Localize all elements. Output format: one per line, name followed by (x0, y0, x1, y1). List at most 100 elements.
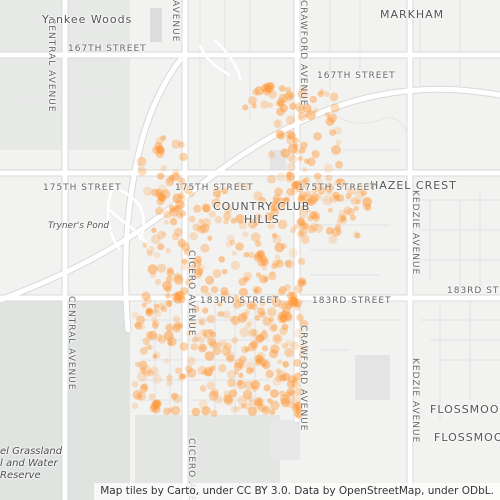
incident-marker (267, 174, 276, 184)
incident-marker (284, 284, 291, 291)
incident-marker (284, 348, 294, 358)
incident-marker (218, 364, 227, 373)
incident-marker (237, 395, 248, 406)
incident-marker (243, 276, 249, 282)
incident-marker (275, 259, 284, 268)
incident-marker (261, 83, 269, 92)
incident-marker (303, 177, 310, 184)
incident-marker (336, 219, 343, 225)
incident-marker (139, 384, 149, 393)
incident-marker (245, 361, 256, 372)
incident-marker (255, 213, 263, 221)
incident-marker (285, 339, 293, 347)
incident-marker (286, 387, 295, 397)
incident-marker (298, 351, 306, 358)
incident-marker (267, 150, 276, 159)
incident-marker (230, 315, 240, 326)
incident-marker (250, 380, 259, 389)
incident-marker (171, 292, 180, 301)
incident-marker (218, 256, 225, 263)
incident-marker (212, 346, 222, 356)
incident-marker (288, 154, 298, 164)
incident-marker (267, 221, 275, 230)
street-label-183rd: 183RD STREET (200, 296, 280, 306)
incident-marker (353, 205, 359, 212)
incident-marker (179, 209, 186, 217)
incident-marker (218, 311, 225, 317)
incident-marker (150, 272, 157, 279)
incident-marker (165, 299, 173, 308)
incident-marker (332, 191, 340, 199)
incident-marker (270, 389, 279, 398)
incident-marker (286, 162, 296, 172)
incident-marker (299, 344, 309, 353)
incident-marker (289, 102, 297, 110)
incident-marker (177, 295, 186, 304)
incident-marker (307, 215, 314, 222)
incident-marker (270, 201, 281, 211)
incident-marker (268, 317, 275, 323)
incident-marker (328, 235, 338, 244)
incident-marker (153, 307, 159, 313)
incident-marker (147, 264, 158, 275)
incident-marker (343, 206, 352, 215)
incident-marker (336, 194, 345, 202)
incident-marker (250, 340, 259, 349)
incident-marker (266, 81, 275, 90)
incident-marker (171, 172, 181, 181)
incident-marker (267, 102, 274, 108)
incident-marker (250, 329, 258, 337)
map-attribution[interactable]: Map tiles by Carto, under CC BY 3.0. Dat… (94, 483, 500, 500)
incident-marker (167, 337, 177, 347)
incident-marker (295, 184, 304, 193)
place-label-yankee-woods: Yankee Woods (42, 13, 133, 26)
incident-marker (274, 187, 283, 197)
incident-marker (136, 315, 146, 325)
incident-marker (286, 302, 293, 310)
incident-marker (258, 197, 266, 205)
incident-marker (157, 146, 166, 155)
incident-marker (256, 307, 266, 316)
incident-marker (173, 315, 180, 323)
incident-marker (141, 291, 151, 301)
incident-marker (147, 344, 153, 351)
incident-marker (361, 190, 367, 197)
incident-marker (365, 182, 371, 188)
incident-marker (170, 392, 178, 400)
incident-marker (152, 146, 161, 155)
incident-marker (179, 152, 188, 162)
incident-marker (193, 204, 202, 213)
incident-marker (302, 193, 313, 204)
incident-marker (223, 205, 233, 214)
incident-marker (187, 357, 196, 366)
incident-marker (154, 142, 163, 150)
incident-marker (174, 227, 183, 237)
incident-marker (221, 186, 229, 195)
street-label-167th: 167TH STREET (68, 44, 147, 54)
incident-marker (340, 215, 347, 222)
incident-marker (247, 406, 258, 416)
incident-marker (227, 378, 236, 388)
incident-marker (157, 230, 166, 240)
incident-marker (155, 333, 163, 341)
incident-marker (289, 296, 298, 305)
incident-marker (260, 331, 269, 340)
incident-marker (174, 291, 183, 300)
incident-marker (192, 268, 203, 279)
incident-marker (155, 206, 164, 216)
incident-marker (208, 390, 219, 401)
incident-marker (304, 199, 311, 206)
incident-marker (322, 195, 333, 206)
incident-marker (282, 307, 291, 316)
incident-marker (166, 269, 175, 277)
incident-marker (272, 193, 281, 202)
incident-marker (136, 391, 146, 401)
incident-marker (297, 195, 306, 204)
incident-marker (173, 272, 183, 282)
incident-marker (173, 321, 182, 330)
incident-marker (169, 217, 178, 226)
incident-marker (223, 394, 233, 404)
incident-marker (206, 381, 215, 390)
